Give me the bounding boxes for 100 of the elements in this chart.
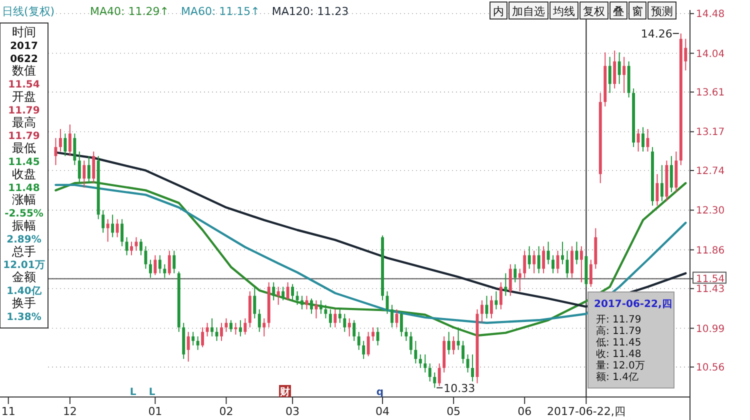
annotation: 0622 xyxy=(10,54,38,65)
candlestick xyxy=(490,295,493,319)
text: MA40: 11.29↑ xyxy=(90,5,169,18)
y-tick-label: 11.43 xyxy=(696,284,725,296)
candlestick xyxy=(414,340,418,364)
candlestick xyxy=(376,326,380,346)
candlestick xyxy=(532,250,536,274)
candlestick xyxy=(111,214,114,238)
annotation: 10.33 xyxy=(444,382,476,395)
annotation: 复权 xyxy=(583,5,605,18)
candlestick xyxy=(424,354,427,373)
candlestick xyxy=(480,300,484,324)
annotation: 加自选 xyxy=(512,5,545,18)
candlestick xyxy=(570,246,574,278)
annotation: 最高 xyxy=(12,115,36,130)
y-tick-label: 14.04 xyxy=(696,48,725,60)
annotation: 金额 xyxy=(12,270,36,284)
candlestick xyxy=(343,313,346,332)
candlestick xyxy=(148,259,152,278)
candlestick xyxy=(314,300,318,319)
candlestick xyxy=(206,322,209,337)
candlestick xyxy=(580,246,583,283)
candlestick xyxy=(390,304,394,328)
candlestick xyxy=(352,320,356,342)
candlestick xyxy=(462,340,465,364)
candlestick xyxy=(523,250,526,278)
y-tick-label: 13.17 xyxy=(696,127,725,138)
candlestick xyxy=(366,331,370,357)
x-tick-label: 04 xyxy=(376,405,390,418)
candlestick xyxy=(418,354,422,368)
annotation: q xyxy=(376,387,384,398)
candlestick xyxy=(546,241,550,265)
candlestick xyxy=(622,56,626,94)
candlestick xyxy=(328,308,332,328)
candlestick xyxy=(670,156,673,193)
annotation: 预测 xyxy=(651,5,673,18)
annotation: 内 xyxy=(493,5,504,18)
y-tick-label: 10.56 xyxy=(696,362,725,374)
candlestick xyxy=(552,254,554,274)
candlestick xyxy=(499,282,502,310)
candlestick xyxy=(528,246,531,270)
candlestick xyxy=(508,264,512,296)
candlestick xyxy=(334,308,337,328)
annotation: -2.55% xyxy=(4,208,44,220)
x-tick-label: 12 xyxy=(62,405,77,418)
candlestick xyxy=(258,308,261,332)
annotation: 总手 xyxy=(11,244,36,258)
candlestick xyxy=(456,326,460,350)
annotation: 均线 xyxy=(552,5,575,18)
candlestick xyxy=(542,246,546,274)
candlestick xyxy=(158,254,162,274)
candlestick xyxy=(116,218,119,238)
y-tick-label: 11.54 xyxy=(696,274,725,286)
annotation: 低: 11.45 xyxy=(596,338,642,348)
candlestick xyxy=(485,295,488,319)
candlestick xyxy=(537,246,540,274)
annotation: 窗 xyxy=(632,5,643,18)
annotation: 财 xyxy=(279,386,290,398)
candlestick xyxy=(608,56,612,94)
annotation: 1.40亿 xyxy=(6,285,42,297)
annotation: 高: 11.79 xyxy=(596,325,642,337)
candlestick xyxy=(428,362,432,382)
candlestick xyxy=(168,250,171,276)
candlestick xyxy=(324,304,328,319)
annotation: L xyxy=(130,387,137,398)
annotation: 1.38% xyxy=(6,312,42,323)
candlestick xyxy=(201,326,204,348)
annotation: 开盘 xyxy=(12,90,36,104)
annotation: 最低 xyxy=(12,141,36,156)
candlestick xyxy=(58,128,62,152)
candlestick xyxy=(656,174,659,206)
candlestick xyxy=(64,133,67,157)
candlestick xyxy=(276,286,280,306)
y-tick-label: 10.99 xyxy=(696,324,725,335)
candlestick xyxy=(68,124,72,157)
candlestick xyxy=(186,331,190,362)
candlestick xyxy=(144,246,148,270)
candlestick xyxy=(561,241,564,265)
chart-title: 日线(复权) xyxy=(2,5,55,18)
annotation: 12.01万 xyxy=(3,260,45,272)
annotation: 14.26 xyxy=(640,27,672,40)
candlestick xyxy=(310,298,313,314)
annotation: 额: 1.4亿 xyxy=(596,371,638,383)
candlestick xyxy=(471,354,474,382)
candlestick xyxy=(272,282,276,301)
candlestick xyxy=(613,50,616,89)
annotation: 11.54 xyxy=(8,80,40,91)
candlestick xyxy=(409,331,412,355)
x-tick-label: 2017-06-22,四 xyxy=(546,405,626,418)
candlestick xyxy=(300,295,304,310)
text: MA60: 11.15↑ xyxy=(180,5,260,18)
candlestick xyxy=(452,336,456,355)
candlestick xyxy=(130,241,133,256)
candlestick xyxy=(87,156,90,184)
annotation: 涨幅 xyxy=(12,192,36,207)
candlestick xyxy=(518,268,522,292)
candlestick xyxy=(73,133,76,166)
candlestick xyxy=(291,284,294,301)
candlestick xyxy=(660,164,664,202)
candlestick xyxy=(618,52,621,84)
